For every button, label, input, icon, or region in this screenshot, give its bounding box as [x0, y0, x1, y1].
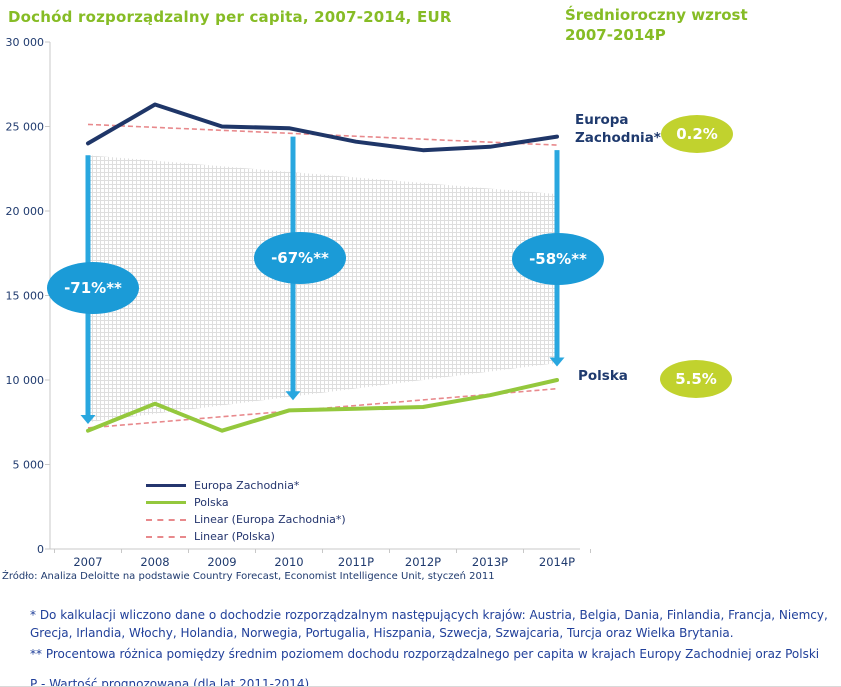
footnote-gap-definition: ** Procentowa różnica pomiędzy średnim p…	[30, 647, 820, 661]
legend-label: Linear (Europa Zachodnia*)	[194, 513, 346, 526]
legend-item-europa-zachodnia: Europa Zachodnia*	[146, 477, 346, 494]
source-note: Źródło: Analiza Deloitte na podstawie Co…	[2, 571, 495, 582]
x-axis-tick-label: 2010	[274, 555, 303, 569]
y-axis-tick-label: 15 000	[6, 290, 45, 303]
x-axis-tick-label: 2008	[140, 555, 169, 569]
x-axis-tick-label: 2009	[207, 555, 236, 569]
series-label-europa-zachodnia: Europa Zachodnia*	[575, 112, 661, 146]
legend-dash-swatch	[146, 518, 186, 521]
series-line-polska	[86, 378, 559, 433]
chart-title: Dochód rozporządzalny per capita, 2007-2…	[8, 8, 452, 26]
y-axis-tick-label: 5 000	[13, 459, 45, 472]
y-axis-tick-label: 10 000	[6, 374, 45, 387]
legend-line-swatch-green	[146, 501, 186, 504]
legend-line-swatch-navy	[146, 484, 186, 487]
footnote-countries: * Do kalkulacji wliczono dane o dochodzi…	[30, 608, 828, 640]
legend-label: Polska	[194, 496, 229, 509]
chart-legend: Europa Zachodnia* Polska Linear (Europa …	[146, 477, 346, 545]
x-axis-tick-label: 2012P	[405, 555, 441, 569]
legend-item-linear-polska: Linear (Polska)	[146, 528, 346, 545]
legend-dash-swatch	[146, 535, 186, 538]
legend-item-linear-europa: Linear (Europa Zachodnia*)	[146, 511, 346, 528]
series-label-polska: Polska	[578, 368, 628, 384]
series-line-europa-zachodnia	[86, 102, 559, 153]
y-axis-tick-label: 25 000	[6, 121, 45, 134]
x-axis-tick-label: 2013P	[472, 555, 508, 569]
footnote-forecast: P - Wartość prognozowana (dla lat 2011-2…	[30, 677, 310, 687]
footnotes: * Do kalkulacji wliczono dane o dochodzi…	[30, 606, 838, 687]
gap-band	[88, 155, 557, 423]
x-axis-tick-label: 2007	[73, 555, 102, 569]
legend-item-polska: Polska	[146, 494, 346, 511]
growth-badge-polska: 5.5%	[660, 360, 732, 398]
gap-oval-2010: -67%**	[254, 232, 346, 284]
chart-plot-area: 0 5 000 10 000 15 000 20 000 25 000 30 000 2007…	[6, 36, 591, 569]
growth-badge-europa-zachodnia: 0.2%	[661, 115, 733, 153]
x-axis-tick-label: 2011P	[338, 555, 374, 569]
legend-label: Linear (Polska)	[194, 530, 275, 543]
y-axis-tick-label: 30 000	[6, 36, 45, 49]
y-axis-tick-label: 20 000	[6, 205, 45, 218]
legend-label: Europa Zachodnia*	[194, 479, 300, 492]
y-axis-tick-label: 0	[37, 543, 44, 556]
gap-oval-2007: -71%**	[47, 262, 139, 314]
right-header-title: Średnioroczny wzrost 2007-2014P	[565, 6, 748, 44]
x-axis-tick-label: 2014P	[539, 555, 575, 569]
gap-oval-2014: -58%**	[512, 233, 604, 285]
